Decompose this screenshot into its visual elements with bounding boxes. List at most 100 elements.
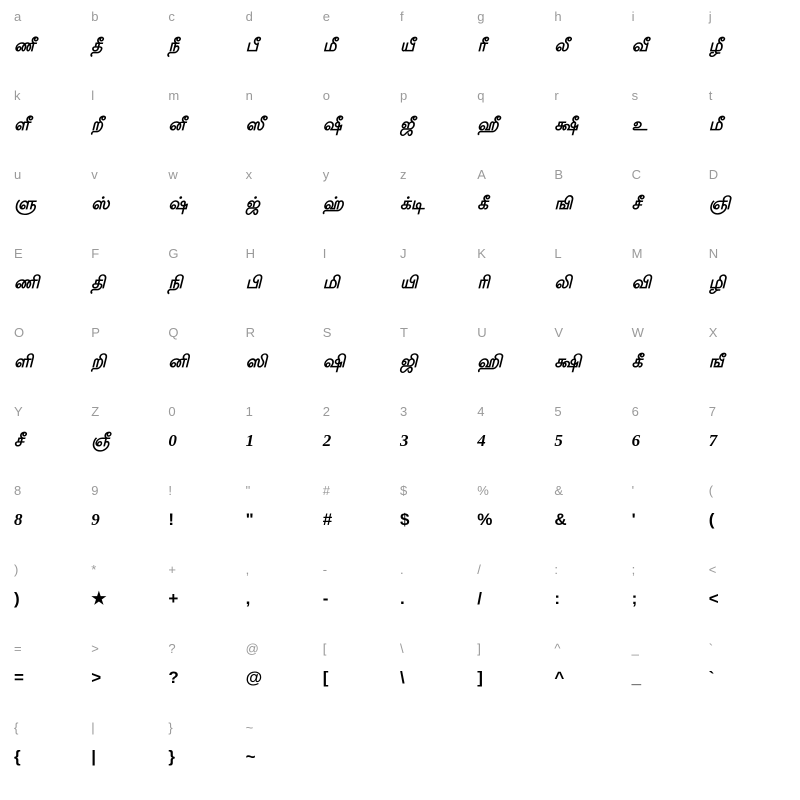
glyph-key: ! [168,484,245,497]
glyph-cell: ## [323,478,400,557]
glyph-cell: %% [477,478,554,557]
glyph-value: ணீ [14,37,91,54]
glyph-cell: Lலி [554,241,631,320]
glyph-cell: oஷீ [323,83,400,162]
glyph-cell: Rஸி [246,320,323,399]
glyph-cell: ?? [168,636,245,715]
glyph-value: { [14,748,91,765]
glyph-value: ஷீ [323,116,400,133]
glyph-cell: sஉ [632,83,709,162]
glyph-cell: Gநி [168,241,245,320]
glyph-cell: pஜீ [400,83,477,162]
glyph-key: . [400,563,477,576]
glyph-value: தீ [91,37,168,54]
glyph-value: @ [246,669,323,686]
glyph-value: கீ [632,353,709,370]
glyph-key: & [554,484,631,497]
glyph-cell: Pறி [91,320,168,399]
glyph-key: / [477,563,554,576]
glyph-key: L [554,247,631,260]
glyph-value: ? [168,669,245,686]
glyph-cell: || [91,715,168,794]
glyph-cell: cநீ [168,4,245,83]
glyph-key: P [91,326,168,339]
glyph-cell: zக்டி [400,162,477,241]
glyph-value: $ [400,511,477,528]
glyph-key: W [632,326,709,339]
glyph-key: s [632,89,709,102]
glyph-key: + [168,563,245,576]
glyph-key: v [91,168,168,181]
glyph-value: ரீ [477,37,554,54]
glyph-cell: Bஙி [554,162,631,241]
glyph-value: ஷி [323,353,400,370]
glyph-cell: *★ [91,557,168,636]
glyph-value: பீ [246,37,323,54]
glyph-key: ` [709,642,786,655]
glyph-cell: xஜ் [246,162,323,241]
glyph-value: தி [91,274,168,291]
glyph-key: V [554,326,631,339]
glyph-value: னி [168,353,245,370]
glyph-cell: (( [709,478,786,557]
glyph-cell: Hபி [246,241,323,320]
glyph-cell: Iமி [323,241,400,320]
glyph-value: 3 [400,432,477,449]
glyph-key: U [477,326,554,339]
glyph-key: 3 [400,405,477,418]
glyph-cell: aணீ [14,4,91,83]
glyph-key: B [554,168,631,181]
glyph-value: = [14,669,91,686]
glyph-value: ஞி [709,195,786,212]
glyph-value: ; [632,590,709,607]
glyph-key: c [168,10,245,23]
glyph-value: ழீ [709,37,786,54]
glyph-key: < [709,563,786,576]
glyph-value: } [168,748,245,765]
glyph-cell: uளு [14,162,91,241]
glyph-key: R [246,326,323,339]
glyph-value: 1 [246,432,323,449]
glyph-value: நி [168,274,245,291]
glyph-key: 8 [14,484,91,497]
glyph-key: d [246,10,323,23]
glyph-key: # [323,484,400,497]
glyph-cell: Vக்ஷி [554,320,631,399]
glyph-cell: ,, [246,557,323,636]
glyph-value: - [323,590,400,607]
glyph-cell: == [14,636,91,715]
glyph-cell: ;; [632,557,709,636]
glyph-value: ! [168,511,245,528]
glyph-value: ஙீ [709,353,786,370]
glyph-value: % [477,511,554,528]
glyph-key: m [168,89,245,102]
glyph-cell: tமீ [709,83,786,162]
glyph-key: x [246,168,323,181]
glyph-value: 6 [632,432,709,449]
glyph-cell: Yசீ [14,399,91,478]
glyph-value: > [91,669,168,686]
glyph-key: } [168,721,245,734]
glyph-key: 1 [246,405,323,418]
glyph-cell: gரீ [477,4,554,83]
glyph-cell: 11 [246,399,323,478]
glyph-value: ~ [246,748,323,765]
glyph-key: z [400,168,477,181]
glyph-key: > [91,642,168,655]
glyph-value: ஹீ [477,116,554,133]
glyph-key: Q [168,326,245,339]
glyph-cell: Eணி [14,241,91,320]
glyph-key: F [91,247,168,260]
glyph-value: 9 [91,511,168,528]
glyph-key: ' [632,484,709,497]
glyph-value: . [400,590,477,607]
glyph-key: 4 [477,405,554,418]
glyph-cell: bதீ [91,4,168,83]
glyph-key: - [323,563,400,576]
glyph-cell: ~~ [246,715,323,794]
glyph-value: பி [246,274,323,291]
glyph-value: 8 [14,511,91,528]
glyph-key: K [477,247,554,260]
glyph-cell: Nழி [709,241,786,320]
glyph-value: ஜி [400,353,477,370]
